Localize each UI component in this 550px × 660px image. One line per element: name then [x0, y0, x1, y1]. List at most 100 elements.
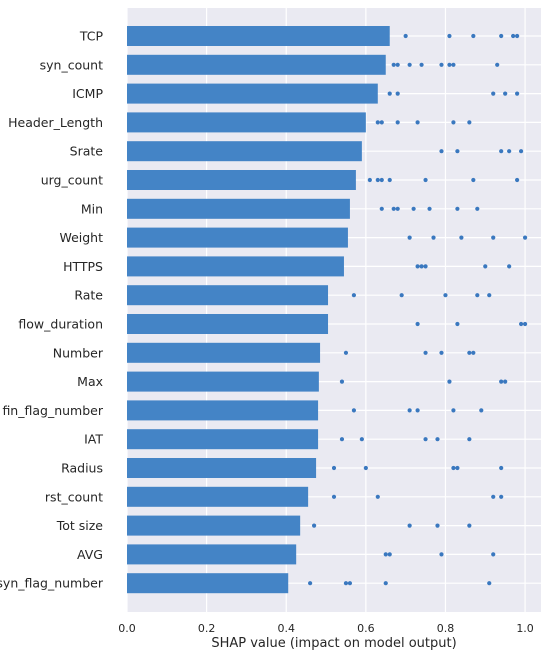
data-point	[447, 33, 452, 39]
data-point	[499, 149, 504, 154]
data-point	[435, 437, 440, 442]
data-point	[451, 465, 456, 471]
bar-flow-duration	[127, 314, 329, 334]
bar-syn-count	[127, 54, 386, 75]
data-point	[387, 177, 392, 183]
bar-iat	[127, 429, 319, 450]
x-tick-label: 0.2	[198, 622, 216, 635]
y-tick-label: rst_count	[45, 489, 103, 504]
y-tick-label: Tot size	[56, 518, 104, 533]
bar-header-length	[127, 112, 366, 133]
y-tick-label: Header_Length	[8, 115, 103, 130]
data-point	[515, 177, 520, 183]
data-point	[379, 120, 384, 125]
bars	[127, 26, 390, 594]
data-point	[503, 379, 508, 384]
data-point	[391, 206, 396, 211]
x-tick-label: 0.4	[277, 622, 295, 635]
data-point	[471, 177, 476, 183]
data-point	[479, 408, 484, 413]
x-tick-label: 0.0	[118, 622, 136, 635]
data-point	[311, 523, 317, 528]
bar-max	[127, 371, 319, 392]
data-point	[455, 321, 460, 327]
data-point	[431, 235, 436, 240]
data-point	[403, 33, 408, 39]
data-point	[367, 177, 372, 183]
data-point	[439, 62, 444, 67]
y-tick-label: syn_count	[40, 57, 103, 72]
data-point	[359, 437, 364, 442]
data-point	[347, 581, 353, 586]
data-point	[483, 264, 488, 269]
data-point	[467, 350, 472, 355]
data-point	[379, 177, 384, 183]
data-point	[507, 264, 512, 269]
data-point	[471, 350, 476, 355]
data-point	[475, 206, 480, 211]
y-tick-label: urg_count	[41, 173, 103, 188]
y-tick-label: Max	[77, 374, 103, 389]
data-point	[447, 62, 452, 67]
x-axis-label: SHAP value (impact on model output)	[211, 636, 456, 651]
data-point	[331, 494, 337, 499]
bar-fin-flag-number	[127, 400, 319, 421]
data-point	[471, 33, 476, 39]
data-point	[423, 177, 428, 183]
data-point	[451, 408, 456, 413]
data-point	[491, 552, 496, 557]
y-tick-label: Radius	[61, 461, 103, 476]
bar-syn-flag-number	[127, 573, 289, 594]
data-point	[379, 206, 384, 211]
bar-https	[127, 256, 344, 277]
data-point	[491, 494, 496, 499]
data-point	[439, 149, 444, 154]
data-point	[511, 33, 516, 39]
data-point	[467, 437, 472, 442]
y-tick-label: AVG	[77, 547, 103, 562]
data-point	[383, 552, 388, 557]
data-point	[375, 494, 380, 499]
data-point	[467, 120, 472, 125]
data-point	[395, 120, 400, 125]
data-point	[407, 523, 412, 528]
points	[308, 33, 528, 586]
data-point	[451, 62, 456, 67]
data-point	[503, 91, 508, 96]
data-point	[455, 149, 460, 154]
bar-tot-size	[127, 515, 301, 536]
data-point	[522, 235, 528, 240]
y-tick-label: Min	[81, 201, 103, 216]
data-point	[451, 120, 456, 125]
data-point	[475, 293, 480, 298]
data-point	[487, 581, 492, 586]
data-point	[435, 523, 440, 528]
bar-radius	[127, 458, 317, 478]
data-point	[515, 91, 520, 96]
data-point	[499, 33, 504, 39]
data-point	[423, 437, 428, 442]
data-point	[518, 149, 524, 154]
y-tick-label: syn_flag_number	[0, 576, 104, 591]
data-point	[339, 379, 345, 384]
data-point	[495, 62, 500, 67]
bar-number	[127, 342, 321, 363]
x-tick-label: 0.6	[357, 622, 375, 635]
data-point	[423, 264, 428, 269]
y-tick-label: IAT	[84, 432, 103, 447]
data-point	[455, 465, 460, 471]
data-point	[308, 581, 313, 586]
data-point	[387, 91, 392, 96]
data-point	[351, 408, 357, 413]
data-point	[439, 552, 444, 557]
y-tick-labels: TCP syn_count ICMP Header_Length Srate urg_co…	[0, 29, 104, 591]
y-tick-label: ICMP	[72, 86, 103, 101]
data-point	[395, 62, 400, 67]
data-point	[331, 465, 337, 471]
data-point	[391, 62, 396, 67]
data-point	[383, 581, 388, 586]
data-point	[399, 293, 404, 298]
data-point	[499, 494, 504, 499]
